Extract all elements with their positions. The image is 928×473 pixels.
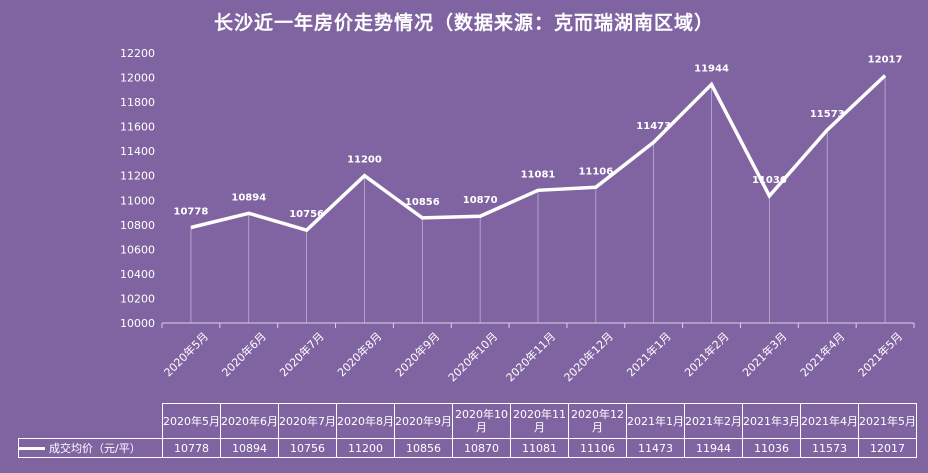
data-label: 11200 (347, 155, 382, 166)
x-tick-label: 2020年6月 (219, 329, 269, 379)
table-value-cell: 11081 (510, 438, 569, 458)
table-value-cell: 11106 (568, 438, 627, 458)
x-tick-label: 2021年1月 (624, 329, 674, 379)
table-value-cell: 12017 (858, 438, 917, 458)
data-label: 11036 (752, 175, 787, 186)
x-tick-label: 2020年11月 (503, 329, 558, 384)
table-header-cell: 2020年9月 (394, 403, 453, 439)
data-table-value-row: 成交均价（元/平） 10778 10894 10756 11200 10856 10870 1… (18, 438, 917, 458)
y-tick-label: 12200 (120, 47, 155, 60)
x-tick-label: 2021年4月 (797, 329, 847, 379)
table-header-cell: 2021年1月 (626, 403, 685, 439)
data-label: 10856 (405, 197, 440, 208)
chart-title: 长沙近一年房价走势情况（数据来源：克而瑞湖南区域） (213, 12, 714, 34)
table-value-cell: 10870 (452, 438, 511, 458)
table-value-cell: 11473 (626, 438, 685, 458)
y-tick-label: 10800 (120, 219, 155, 232)
data-label: 12017 (868, 54, 903, 65)
y-tick-label: 11600 (120, 121, 155, 134)
data-label: 10870 (463, 195, 498, 206)
table-value-cell: 11036 (742, 438, 801, 458)
y-tick-label: 11200 (120, 170, 155, 183)
y-tick-label: 10400 (120, 268, 155, 281)
table-value-cell: 10856 (394, 438, 453, 458)
y-tick-label: 10200 (120, 292, 155, 305)
x-tick-label: 2020年9月 (392, 329, 442, 379)
y-tick-label: 10600 (120, 243, 155, 256)
data-label: 11106 (578, 166, 613, 177)
table-corner (19, 404, 163, 439)
table-header-cell: 2020年12 月 (568, 403, 627, 439)
x-tick-label: 2021年5月 (855, 329, 905, 379)
x-tick-label: 2020年12月 (561, 329, 616, 384)
x-tick-label: 2020年5月 (161, 329, 211, 379)
data-label: 11944 (694, 63, 729, 74)
table-header-cell: 2021年2月 (684, 403, 743, 439)
table-header-cell: 2020年7月 (278, 403, 337, 439)
data-table-header-row: 2020年5月 2020年6月 2020年7月 2020年8月 2020年9月 2020年… (19, 403, 917, 439)
table-header-cell: 2021年3月 (742, 403, 801, 439)
x-tick-label: 2020年7月 (277, 329, 327, 379)
legend-line-icon (19, 447, 45, 450)
table-value-cell: 11200 (336, 438, 395, 458)
table-value-cell: 10756 (278, 438, 337, 458)
data-label: 11573 (810, 109, 845, 120)
x-tick-label: 2021年3月 (739, 329, 789, 379)
y-tick-label: 12000 (120, 72, 155, 85)
series-line (190, 74, 887, 233)
legend-label: 成交均价（元/平） (49, 441, 141, 455)
table-header-cell: 2021年4月 (800, 403, 859, 439)
data-table: 2020年5月 2020年6月 2020年7月 2020年8月 2020年9月 2020年… (18, 403, 917, 458)
data-label: 11081 (521, 169, 556, 180)
table-header-cell: 2020年10 月 (452, 403, 511, 439)
y-tick-label: 11000 (120, 194, 155, 207)
table-header-cell: 2020年6月 (220, 403, 279, 439)
y-tick-label: 11400 (120, 145, 155, 158)
table-value-cell: 11573 (800, 438, 859, 458)
x-tick-label: 2021年2月 (681, 329, 731, 379)
data-label: 11473 (636, 121, 671, 132)
table-header-cell: 2021年5月 (858, 403, 917, 439)
table-header-cell: 2020年11 月 (510, 403, 569, 439)
table-header-cell: 2020年5月 (162, 403, 221, 439)
table-value-cell: 11944 (684, 438, 743, 458)
x-tick-label: 2020年8月 (334, 329, 384, 379)
legend-entry: 成交均价（元/平） (18, 438, 163, 458)
table-value-cell: 10778 (162, 438, 221, 458)
y-tick-label: 10000 (120, 317, 155, 330)
table-value-cell: 10894 (220, 438, 279, 458)
x-tick-label: 2020年10月 (445, 329, 500, 384)
data-label: 10756 (289, 209, 324, 220)
data-label: 10894 (231, 192, 266, 203)
y-tick-label: 11800 (120, 96, 155, 109)
data-label: 10778 (174, 207, 209, 218)
table-header-cell: 2020年8月 (336, 403, 395, 439)
